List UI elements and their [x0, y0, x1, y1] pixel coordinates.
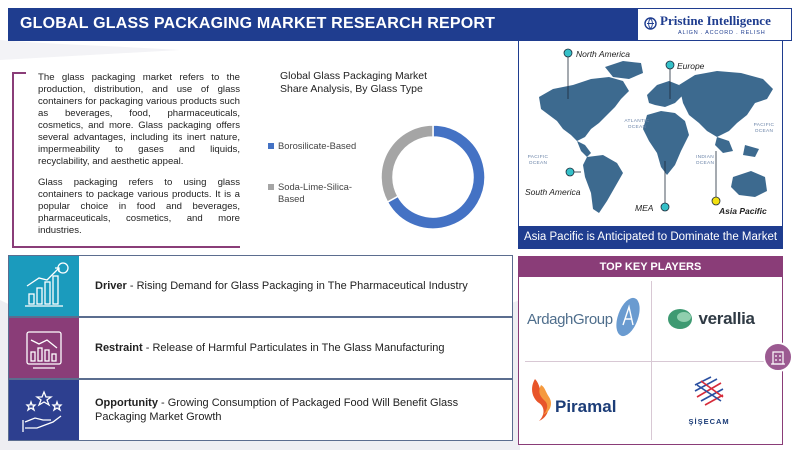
verallia-logo-text: verallia [698, 309, 756, 328]
brand-tagline: ALIGN . ACCORD . RELISH [678, 30, 766, 36]
hand-stars-icon [22, 390, 63, 432]
regional-map-panel: North America Europe South America MEA A… [518, 40, 783, 249]
players-divider-horizontal [525, 360, 776, 362]
ocean-atlantic: ATLANTIC OCEAN [624, 119, 650, 130]
ardagh-group-logo-icon [616, 297, 640, 337]
restraint-title: Restraint [95, 342, 143, 354]
player-sisecam[interactable]: ŞİŞECAM [651, 361, 783, 445]
restraint-description: - Release of Harmful Particulates in The… [142, 342, 445, 354]
factor-driver: Driver - Rising Demand for Glass Packagi… [8, 255, 513, 317]
marker-europe [665, 60, 675, 70]
marker-asia-pacific [711, 196, 721, 206]
ardagh-group-logo-text: ArdaghGroup [527, 311, 613, 328]
report-header: GLOBAL GLASS PACKAGING MARKET RESEARCH R… [8, 8, 792, 41]
glass-type-donut-chart [380, 124, 486, 230]
growth-chart-icon [25, 262, 69, 307]
factor-restraint: Restraint - Release of Harmful Particula… [8, 317, 513, 379]
report-title: GLOBAL GLASS PACKAGING MARKET RESEARCH R… [20, 15, 496, 32]
driver-icon-box [9, 256, 79, 316]
top-key-players-panel: TOP KEY PLAYERS ArdaghGroup verallia Pir… [518, 256, 783, 445]
brand-logo[interactable]: Pristine Intelligence ALIGN . ACCORD . R… [637, 8, 792, 41]
legend-label-borosilicate: Borosilicate-Based [278, 140, 357, 151]
map-caption: Asia Pacific is Anticipated to Dominate … [519, 226, 782, 248]
label-europe: Europe [677, 61, 705, 71]
legend-swatch-soda-lime [268, 184, 274, 190]
label-north-america: North America [576, 49, 631, 59]
report-badge[interactable] [763, 342, 793, 372]
players-header: TOP KEY PLAYERS [519, 257, 782, 277]
marker-north-america [563, 48, 573, 58]
ocean-indian: INDIAN OCEAN [695, 155, 715, 166]
player-piramal[interactable]: Piramal [519, 361, 651, 445]
declining-chart-icon [26, 331, 62, 369]
brand-globe-icon [644, 17, 657, 30]
intro-section: The glass packaging market refers to the… [12, 72, 240, 248]
opportunity-icon-box [9, 380, 79, 440]
driver-description: - Rising Demand for Glass Packaging in T… [126, 280, 468, 292]
opportunity-description: - Growing Consumption of Packaged Food W… [95, 397, 459, 423]
chart-title: Global Glass Packaging Market Share Anal… [280, 70, 428, 95]
opportunity-text: Opportunity - Growing Consumption of Pac… [95, 396, 502, 424]
opportunity-title: Opportunity [95, 397, 158, 409]
market-factors: Driver - Rising Demand for Glass Packagi… [8, 255, 513, 441]
label-asia-pacific: Asia Pacific [719, 206, 767, 216]
driver-text: Driver - Rising Demand for Glass Packagi… [95, 279, 502, 293]
marker-mea [660, 202, 670, 212]
restraint-icon-box [9, 318, 79, 378]
marker-south-america [565, 167, 575, 177]
donut-slice-soda-lime [380, 124, 434, 204]
driver-title: Driver [95, 280, 127, 292]
legend-label-soda-lime: Soda-Lime-Silica-Based [278, 181, 352, 204]
piramal-logo-text: Piramal [555, 396, 617, 416]
players-grid: ArdaghGroup verallia Piramal [519, 277, 782, 444]
player-verallia[interactable]: verallia [651, 277, 783, 361]
piramal-logo-icon [532, 378, 551, 421]
chart-legend: Borosilicate-Based Soda-Lime-Silica-Base… [268, 140, 358, 205]
restraint-text: Restraint - Release of Harmful Particula… [95, 341, 502, 355]
legend-item-soda-lime: Soda-Lime-Silica-Based [268, 181, 358, 205]
factor-opportunity: Opportunity - Growing Consumption of Pac… [8, 379, 513, 441]
intro-bracket-top [12, 72, 26, 74]
ocean-pacific-right: PACIFIC OCEAN [753, 123, 775, 134]
intro-paragraph-2: Glass packaging refers to using glass co… [38, 177, 240, 236]
legend-item-borosilicate: Borosilicate-Based [268, 140, 358, 152]
sisecam-logo-icon [694, 375, 723, 406]
brand-name: Pristine Intelligence [660, 13, 771, 28]
ocean-pacific-left: PACIFIC OCEAN [527, 155, 549, 166]
label-south-america: South America [525, 187, 581, 197]
sisecam-logo-text: ŞİŞECAM [688, 416, 730, 426]
legend-swatch-borosilicate [268, 143, 274, 149]
intro-bracket-bottom [12, 246, 240, 248]
world-map [539, 48, 773, 213]
player-ardagh-group[interactable]: ArdaghGroup [519, 277, 651, 361]
verallia-logo-icon [667, 309, 692, 329]
label-mea: MEA [635, 203, 654, 213]
world-map-landmass [539, 61, 773, 213]
donut-slice-borosilicate [386, 124, 486, 230]
intro-paragraph-1: The glass packaging market refers to the… [38, 72, 240, 167]
building-icon [771, 351, 785, 365]
